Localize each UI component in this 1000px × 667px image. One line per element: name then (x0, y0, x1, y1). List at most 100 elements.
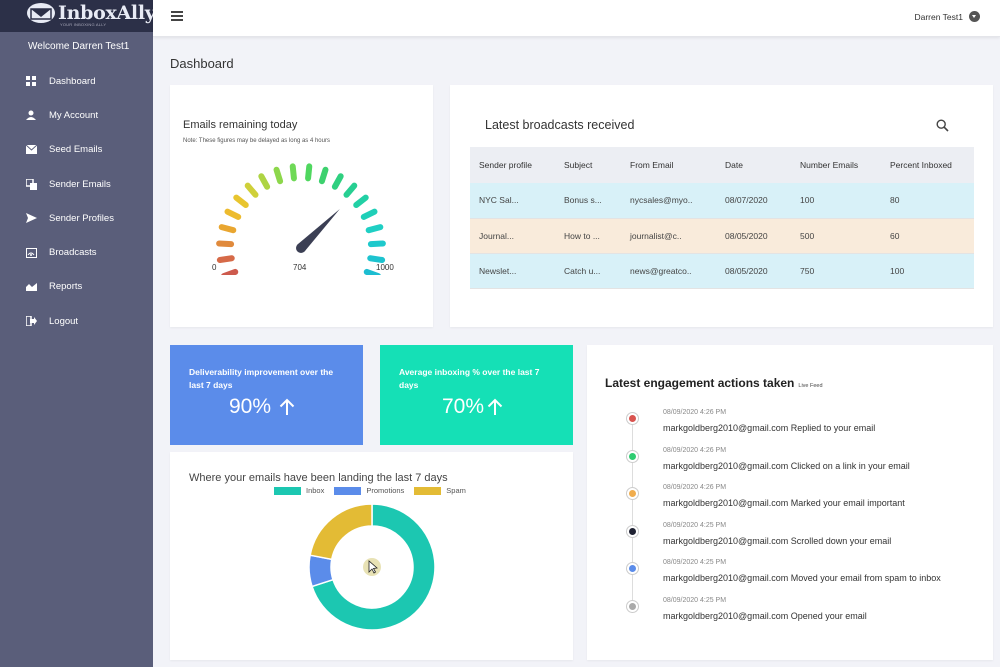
legend-swatch (274, 486, 301, 495)
menu-icon[interactable] (171, 11, 183, 21)
sidebar-item-label: Sender Emails (49, 178, 111, 190)
chevron-down-icon (969, 11, 980, 22)
sidebar-item-dashboard[interactable]: Dashboard (0, 64, 153, 98)
column-header[interactable]: Date (716, 147, 791, 183)
legend-label: Spam (446, 486, 466, 495)
gauge-tick (244, 182, 259, 198)
inboxing-value-wrap: 70% (442, 395, 503, 419)
gauge-tick (353, 194, 369, 209)
engagement-title: Latest engagement actions taken Live Fee… (605, 376, 823, 390)
gauge-tick (318, 166, 329, 185)
donut-chart[interactable] (307, 502, 437, 632)
logo[interactable]: InboxAlly (26, 2, 156, 24)
emails-remaining-card: Emails remaining today Note: These figur… (170, 85, 433, 327)
table-row[interactable]: Newslet... Catch u... news@greatco.. 08/… (470, 253, 974, 289)
gauge-tick (331, 173, 344, 190)
top-bar: Darren Test1 (153, 0, 1000, 37)
gauge-tick (363, 268, 381, 275)
table-cell: 750 (791, 253, 881, 289)
table-row[interactable]: Journal... How to ... journalist@c.. 08/… (470, 218, 974, 254)
broadcast-icon (25, 247, 37, 259)
gauge-tick (360, 208, 378, 220)
column-header[interactable]: Sender profile (470, 147, 555, 183)
legend-item-promotions[interactable]: Promotions (334, 486, 404, 495)
legend-item-inbox[interactable]: Inbox (274, 486, 324, 495)
chart-legend: Inbox Promotions Spam (274, 486, 476, 495)
mouse-cursor-icon (368, 560, 378, 574)
broadcasts-table: Sender profile Subject From Email Date N… (470, 147, 974, 289)
user-menu[interactable]: Darren Test1 (914, 11, 980, 22)
column-header[interactable]: Percent Inboxed (881, 147, 974, 183)
gauge-tick (289, 163, 297, 182)
timeline-text: markgoldberg2010@gmail.com Clicked on a … (663, 461, 910, 471)
gauge-tick (221, 268, 239, 275)
gauge-tick (273, 166, 284, 185)
sidebar-item-label: My Account (49, 109, 99, 121)
column-header[interactable]: Subject (555, 147, 621, 183)
gauge-note: Note: These figures may be delayed as lo… (183, 138, 330, 144)
engagement-card: Latest engagement actions taken Live Fee… (587, 345, 993, 660)
timeline-item: 08/09/2020 4:25 PM markgoldberg2010@gmai… (587, 559, 993, 596)
gauge-tick (367, 240, 386, 248)
deliverability-value-wrap: 90% (229, 395, 295, 419)
table-cell: NYC Sal... (470, 183, 555, 219)
table-cell: news@greatco.. (621, 253, 716, 289)
chart-area-icon (25, 281, 37, 293)
broadcasts-card: Latest broadcasts received Sender profil… (450, 85, 993, 327)
sidebar-item-logout[interactable]: Logout (0, 304, 153, 338)
legend-item-spam[interactable]: Spam (414, 486, 466, 495)
send-icon (25, 212, 37, 224)
deliverability-stat-card: Deliverability improvement over the last… (170, 345, 363, 445)
timeline-time: 08/09/2020 4:26 PM (663, 409, 727, 416)
table-row[interactable]: NYC Sal... Bonus s... nycsales@myo.. 08/… (470, 183, 974, 219)
donut-slice-inbox[interactable] (311, 503, 436, 631)
logo-icon (27, 3, 55, 23)
timeline-item: 08/09/2020 4:25 PM markgoldberg2010@gmai… (587, 522, 993, 559)
search-icon[interactable] (936, 119, 949, 132)
live-feed-label: Live Feed (798, 383, 823, 389)
sidebar-header: InboxAlly YOUR INBOXING ALLY (0, 0, 156, 32)
sidebar-item-broadcasts[interactable]: Broadcasts (0, 235, 153, 269)
sidebar: InboxAlly YOUR INBOXING ALLY Welcome Dar… (0, 0, 156, 667)
table-cell: Journal... (470, 218, 555, 254)
timeline-text: markgoldberg2010@gmail.com Moved your em… (663, 573, 941, 583)
copy-icon (25, 178, 37, 190)
scrolled-status-icon (626, 525, 639, 538)
sidebar-item-label: Reports (49, 281, 83, 293)
dashboard-icon (25, 75, 37, 87)
sidebar-item-label: Broadcasts (49, 247, 97, 259)
gauge-tick (343, 182, 358, 198)
gauge-needle (297, 209, 340, 252)
column-header[interactable]: From Email (621, 147, 716, 183)
deliverability-value: 90% (229, 395, 272, 418)
sidebar-item-sender-emails[interactable]: Sender Emails (0, 167, 153, 201)
table-cell: 08/05/2020 (716, 253, 791, 289)
sidebar-nav: Dashboard My Account Seed Emails Sender … (0, 64, 153, 338)
gauge-min-label: 0 (212, 263, 217, 272)
sidebar-item-sender-profiles[interactable]: Sender Profiles (0, 201, 153, 235)
table-cell: 500 (791, 218, 881, 254)
timeline-item: 08/09/2020 4:26 PM markgoldberg2010@gmai… (587, 484, 993, 521)
timeline-text: markgoldberg2010@gmail.com Scrolled down… (663, 536, 892, 546)
gauge-tick (258, 173, 271, 190)
sidebar-item-label: Dashboard (49, 75, 96, 87)
deliverability-label: Deliverability improvement over the last… (189, 367, 334, 390)
sidebar-item-seed-emails[interactable]: Seed Emails (0, 133, 153, 167)
timeline-text: markgoldberg2010@gmail.com Opened your e… (663, 611, 867, 621)
sidebar-item-reports[interactable]: Reports (0, 270, 153, 304)
sidebar-item-label: Seed Emails (49, 144, 103, 156)
gauge-hub (296, 243, 306, 253)
replied-status-icon (626, 412, 639, 425)
timeline-time: 08/09/2020 4:26 PM (663, 484, 727, 491)
gauge-chart (216, 163, 386, 275)
column-header[interactable]: Number Emails (791, 147, 881, 183)
gauge-value-label: 704 (293, 263, 307, 272)
timeline-time: 08/09/2020 4:25 PM (663, 559, 727, 566)
donut-slice-spam[interactable] (309, 503, 373, 561)
sidebar-item-my-account[interactable]: My Account (0, 98, 153, 132)
gauge-tick (216, 240, 235, 248)
clicked-status-icon (626, 450, 639, 463)
sidebar-item-label: Logout (49, 315, 79, 327)
timeline-item: 08/09/2020 4:25 PM markgoldberg2010@gmai… (587, 597, 993, 634)
timeline-time: 08/09/2020 4:25 PM (663, 522, 727, 529)
